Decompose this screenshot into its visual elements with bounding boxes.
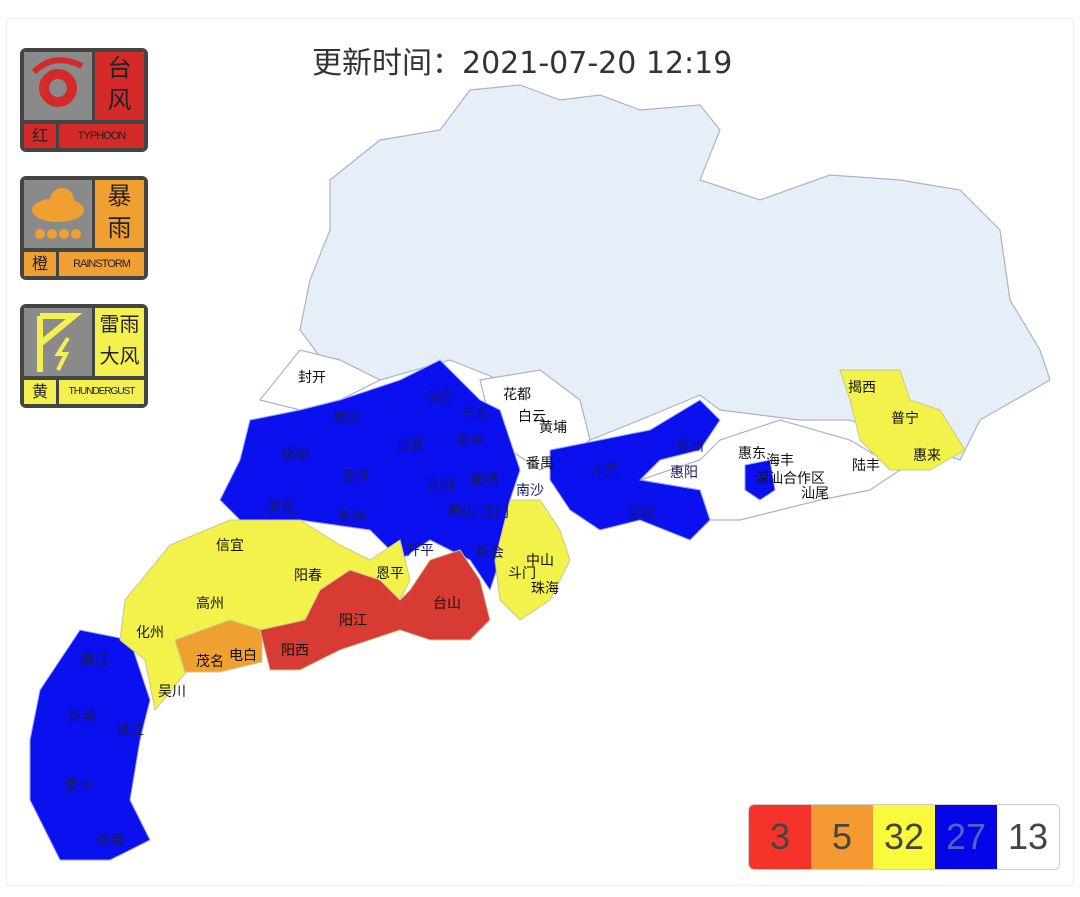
typhoon-icon — [24, 52, 92, 120]
warning-title: 暴 — [107, 182, 132, 210]
map-label-blue: 廉江 — [81, 653, 109, 669]
map-label-red: 阳江 — [339, 613, 367, 629]
rainstorm-icon — [24, 180, 92, 248]
warning-count-legend: 3 5 32 27 13 — [748, 804, 1060, 870]
map-label-white: 惠东 — [738, 446, 766, 462]
map-label-yellow: 吴川 — [158, 684, 186, 700]
warning-level: 黄 — [24, 380, 56, 404]
warning-english: RAINSTORM — [59, 252, 144, 276]
legend-yellow-count: 32 — [873, 805, 935, 869]
map-label-blue: 徐闻 — [96, 833, 124, 849]
typhoon-warning-badge[interactable]: 台风 红 TYPHOON — [20, 48, 148, 152]
map-label-blue: 南海 — [456, 433, 484, 449]
legend-blue-count: 27 — [935, 805, 997, 869]
map-label-yellow: 普宁 — [891, 411, 919, 427]
map-label-blue: 东莞 — [591, 463, 619, 479]
map-label-blue: 德庆 — [333, 411, 361, 427]
region-no-warning-north — [299, 84, 1051, 461]
region-blue-east — [549, 399, 721, 541]
thunder-gust-icon — [24, 308, 92, 376]
warning-level: 红 — [24, 124, 56, 148]
map-label-red: 台山 — [433, 596, 461, 612]
map-label-blue: 深圳 — [626, 506, 654, 522]
map-label-blue: 湛江 — [116, 723, 144, 739]
warning-title: 雷雨 — [99, 312, 140, 336]
map-label-yellow: 揭西 — [848, 380, 876, 396]
legend-orange-count: 5 — [811, 805, 873, 869]
map-label-blue: 罗定 — [267, 500, 295, 516]
rainstorm-warning-badge[interactable]: 暴雨 橙 RAINSTORM — [20, 176, 148, 280]
map-label-yellow: 珠海 — [531, 581, 559, 597]
map-label-blue: 顺德 — [471, 473, 499, 489]
map-label-blue: 郁南 — [282, 447, 310, 463]
warning-title: 台 — [107, 54, 132, 82]
map-label-white: 白云 — [518, 409, 546, 425]
legend-red-count: 3 — [749, 805, 811, 869]
map-label-yellow: 信宜 — [216, 538, 244, 554]
region-red-yangjiang — [259, 549, 491, 671]
map-frame — [6, 18, 1074, 886]
map-label-orange: 电白 — [229, 648, 257, 664]
map-label-white: 深汕合作区 — [755, 471, 825, 487]
map-label-white: 封开 — [298, 370, 326, 386]
map-label-yellow: 恩平 — [376, 566, 404, 582]
region-yellow-jieyang — [839, 369, 966, 471]
map-label-blue: 鹤山 — [448, 503, 476, 519]
thunder-gust-warning-badge[interactable]: 雷雨大风 黄 THUNDERGUST — [20, 304, 148, 408]
legend-white-count: 13 — [997, 805, 1059, 869]
map-label-blue: 高明 — [426, 478, 454, 494]
map-label-yellow: 阳春 — [294, 568, 322, 584]
map-label-blue: 三水 — [461, 406, 489, 422]
map-label-yellow: 高州 — [196, 596, 224, 612]
map-label-white: 花都 — [503, 387, 531, 403]
map-label-white: 陆丰 — [852, 458, 880, 474]
map-label-blue: 新兴 — [338, 509, 366, 525]
map-label-yellow: 中山 — [526, 553, 554, 569]
map-label-blue: 南沙 — [516, 483, 544, 499]
map-label-white: 黄埔 — [539, 420, 567, 436]
map-label-blue: 惠阳 — [670, 465, 698, 481]
warning-level: 橙 — [24, 252, 56, 276]
region-orange-maoming — [174, 619, 263, 673]
map-label-yellow: 惠来 — [913, 448, 941, 464]
map-label-orange: 茂名 — [196, 654, 224, 670]
map-label-red: 阳西 — [281, 643, 309, 659]
update-time: 更新时间：2021-07-20 12:19 — [312, 46, 733, 81]
map-label-blue: 雷州 — [64, 778, 92, 794]
map-label-blue: 遂溪 — [68, 709, 96, 725]
map-label-white: 海丰 — [766, 453, 794, 469]
region-blue-shenshan — [744, 459, 776, 501]
warning-title: 雨 — [107, 214, 132, 242]
map-label-yellow: 斗门 — [508, 566, 536, 582]
map-label-white: 汕尾 — [801, 486, 829, 502]
warning-title: 大风 — [99, 344, 140, 368]
map-label-blue: 惠州 — [676, 439, 704, 455]
warning-english: THUNDERGUST — [59, 380, 144, 404]
map-label-blue: 高要 — [396, 438, 424, 454]
region-yellow-zhongshan — [494, 499, 571, 621]
warning-title: 风 — [107, 86, 132, 114]
map-label-blue: 开平 — [406, 543, 434, 559]
map-label-blue: 四会 — [426, 390, 454, 406]
map-label-blue: 江门 — [481, 505, 509, 521]
map-label-blue: 云浮 — [342, 469, 370, 485]
map-label-yellow: 化州 — [136, 625, 164, 641]
map-label-white: 番禺 — [526, 456, 554, 472]
warning-english: TYPHOON — [59, 124, 144, 148]
map-label-blue: 新会 — [476, 545, 504, 561]
